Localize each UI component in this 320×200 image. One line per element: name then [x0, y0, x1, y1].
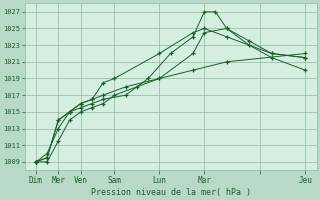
X-axis label: Pression niveau de la mer( hPa ): Pression niveau de la mer( hPa ) [91, 188, 251, 197]
